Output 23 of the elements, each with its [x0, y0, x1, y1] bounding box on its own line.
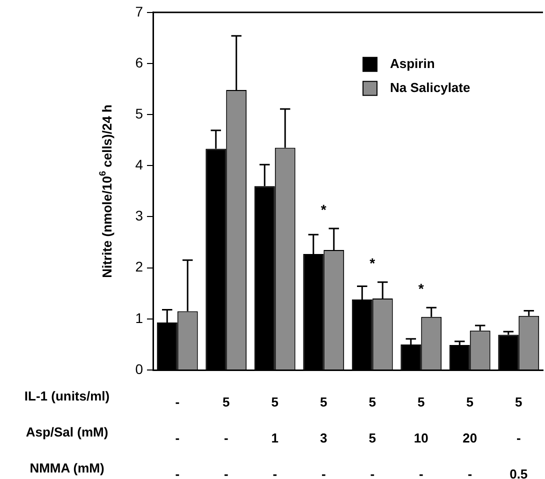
- category-label: 5 - -: [222, 394, 230, 479]
- annotation: *: [418, 280, 424, 297]
- category-label: 5 1 -: [271, 394, 278, 479]
- category-label: 5 5 -: [368, 394, 376, 479]
- category-label: 5 - 0.5: [510, 394, 528, 479]
- category-label: 5 20 -: [462, 394, 478, 479]
- y-tick-label: 0: [135, 360, 144, 377]
- y-tick-label: 2: [135, 258, 144, 275]
- y-tick-label: 1: [135, 310, 144, 326]
- category-label: 5 10 -: [414, 394, 428, 479]
- y-tick-label: 4: [135, 156, 144, 173]
- category-label: - - -: [175, 394, 180, 479]
- y-tick-label: 3: [135, 208, 144, 224]
- legend-label: Na Salicylate: [390, 80, 470, 95]
- annotation: *: [370, 254, 376, 271]
- legend-label: Aspirin: [390, 56, 435, 71]
- text: IL-1 (units/ml) Asp/Sal (mM) NMMA (mM): [24, 388, 110, 476]
- y-axis-title: Nitrite (nmole/106 cells)/24 h: [97, 104, 115, 278]
- y-tick-label: 7: [135, 3, 144, 20]
- y-tick-label: 6: [135, 54, 144, 70]
- y-tick-label: 5: [135, 105, 144, 122]
- category-label: 5 3 -: [320, 394, 328, 479]
- annotation: *: [320, 201, 327, 218]
